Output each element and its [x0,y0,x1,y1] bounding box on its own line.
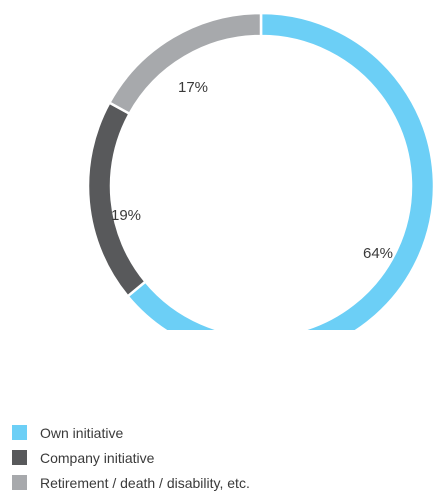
slice-label-retirement: 17% [178,79,208,96]
legend-item-retirement: Retirement / death / disability, etc. [12,474,250,491]
slice-label-company-initiative: 19% [111,207,141,224]
legend-item-own-initiative: Own initiative [12,424,250,441]
slice-company-initiative [86,100,148,299]
legend-label-company-initiative: Company initiative [40,449,155,466]
slice-retirement [107,11,263,116]
donut-chart: 64% 19% 17% [86,11,436,330]
chart-legend: Own initiative Company initiative Retire… [12,425,250,500]
legend-item-company-initiative: Company initiative [12,449,250,466]
slice-label-own-initiative: 64% [363,245,393,262]
legend-swatch-own-initiative [12,425,27,440]
slice-labels: 64% 19% 17% [111,79,393,262]
donut-slices [86,11,436,330]
legend-swatch-company-initiative [12,450,27,465]
legend-label-own-initiative: Own initiative [40,424,124,441]
legend-label-retirement: Retirement / death / disability, etc. [40,474,250,491]
legend-swatch-retirement [12,475,27,490]
